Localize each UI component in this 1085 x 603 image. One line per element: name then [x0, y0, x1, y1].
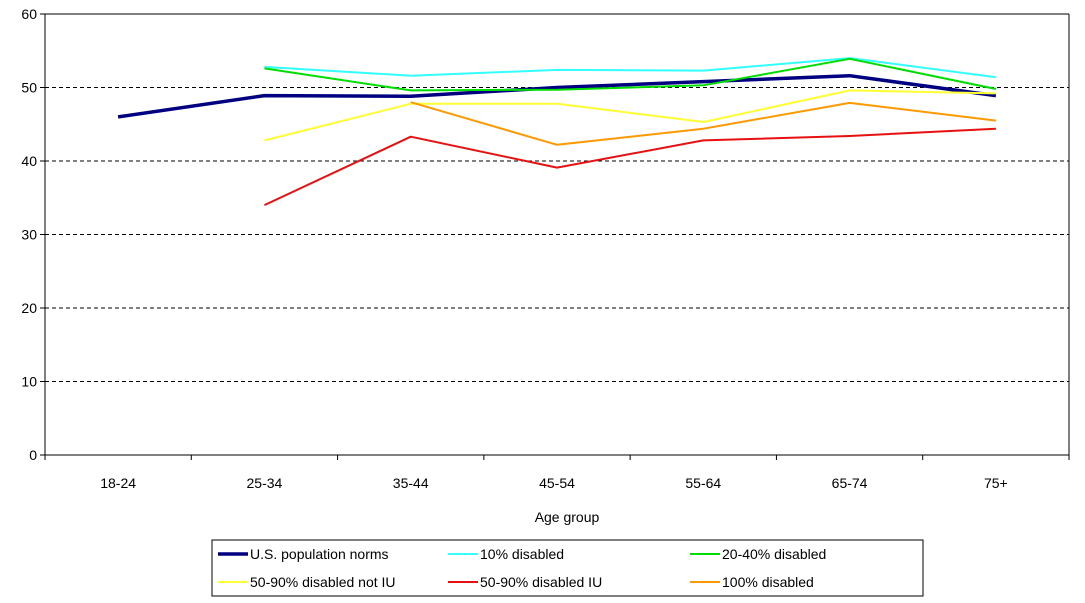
- x-tick-label: 18-24: [100, 475, 136, 491]
- y-tick-label: 20: [21, 300, 37, 316]
- series-line: [264, 57, 997, 79]
- y-tick-label: 10: [21, 374, 37, 390]
- x-tick-label: 75+: [984, 475, 1008, 491]
- x-tick-label: 55-64: [685, 475, 721, 491]
- x-tick-label: 35-44: [393, 475, 429, 491]
- y-tick-label: 40: [21, 153, 37, 169]
- x-tick-label: 65-74: [832, 475, 868, 491]
- axes: 0 10 20 30 40 50 60 18-24 25-34 35-44 45-54 55-64 65…: [21, 6, 1070, 491]
- x-axis-title: Age group: [535, 509, 600, 525]
- y-tick-label: 50: [21, 80, 37, 96]
- x-tick-label: 25-34: [247, 475, 283, 491]
- legend-label: 50-90% disabled not IU: [250, 574, 396, 590]
- y-tick-label: 30: [21, 227, 37, 243]
- legend-label: 100% disabled: [722, 574, 814, 590]
- legend: U.S. population norms 10% disabled 20-40% …: [211, 539, 924, 597]
- series-line: [264, 89, 996, 142]
- legend-box: [211, 539, 924, 597]
- y-tick-label: 60: [21, 6, 37, 22]
- series-line: [117, 73, 997, 119]
- x-tick-label: 45-54: [539, 475, 575, 491]
- series-line: [263, 127, 996, 207]
- series-lines: [117, 57, 997, 207]
- gridlines: [45, 87, 1069, 382]
- series-line: [264, 57, 997, 92]
- legend-label: 10% disabled: [480, 546, 564, 562]
- y-tick-label: 0: [29, 447, 37, 463]
- legend-label: 50-90% disabled IU: [480, 574, 602, 590]
- series-line: [410, 101, 997, 146]
- legend-label: 20-40% disabled: [722, 546, 826, 562]
- legend-label: U.S. population norms: [250, 546, 389, 562]
